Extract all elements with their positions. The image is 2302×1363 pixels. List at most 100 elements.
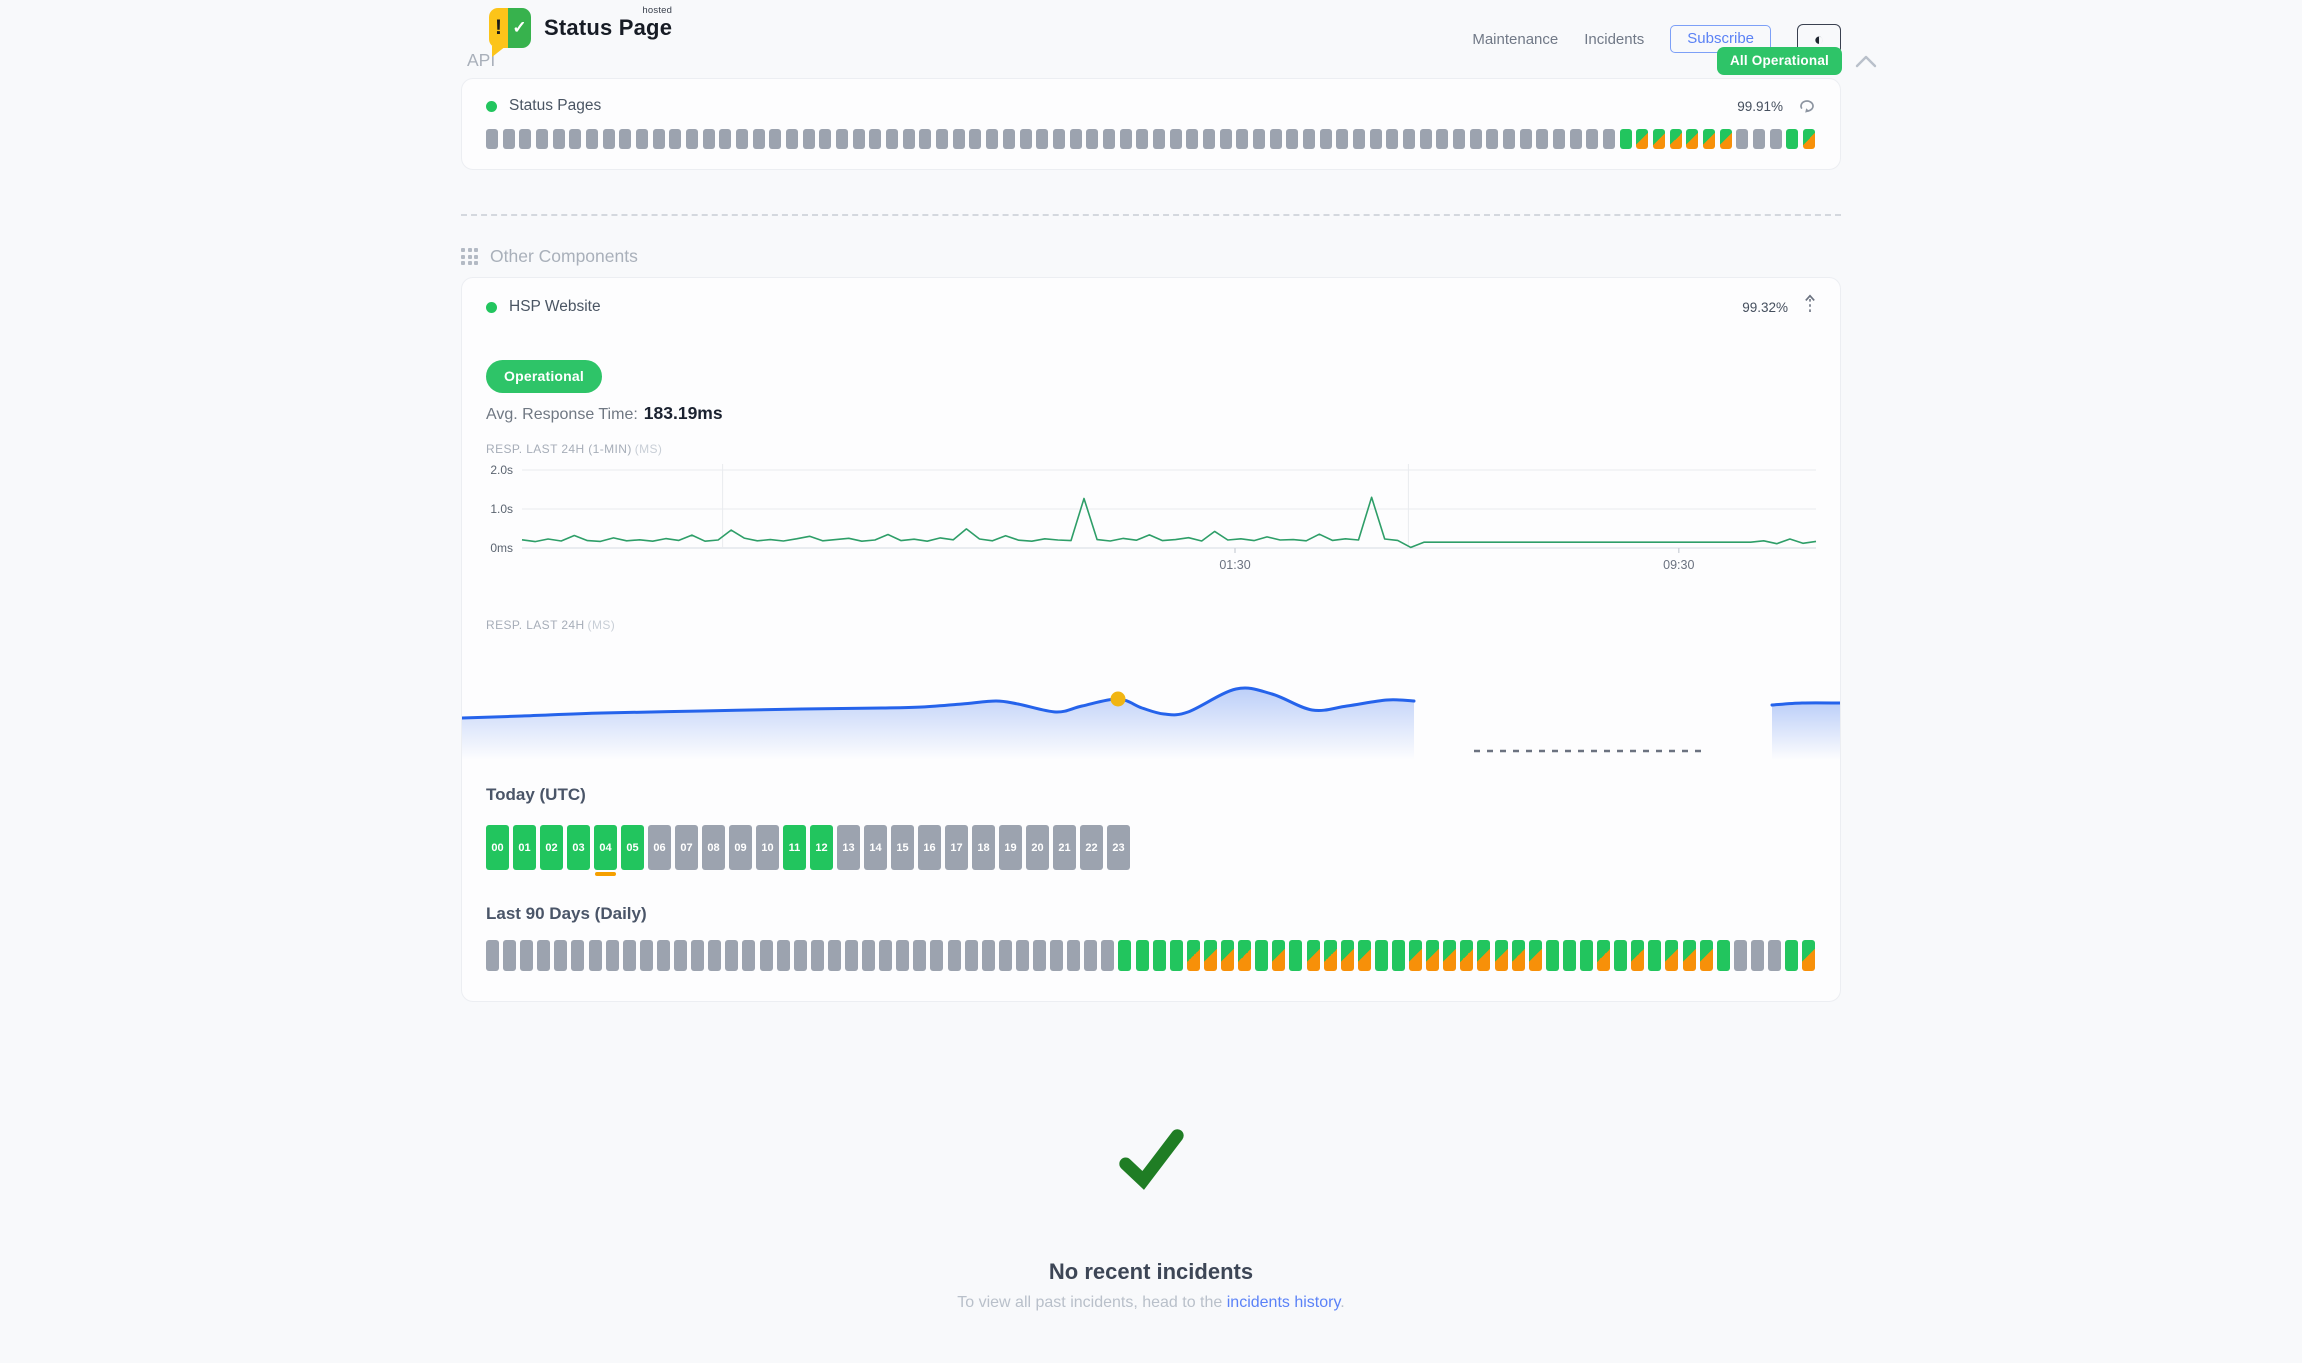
uptime-bar[interactable] bbox=[1502, 129, 1515, 149]
uptime-bar[interactable] bbox=[486, 940, 499, 971]
uptime-bar[interactable] bbox=[1536, 129, 1549, 149]
uptime-bar[interactable] bbox=[1152, 940, 1166, 971]
uptime-bar[interactable] bbox=[1665, 940, 1679, 971]
uptime-bar[interactable] bbox=[936, 129, 949, 149]
hour-block-18[interactable]: 18 bbox=[972, 825, 995, 870]
uptime-bar[interactable] bbox=[652, 129, 665, 149]
uptime-bar[interactable] bbox=[602, 129, 615, 149]
uptime-bar[interactable] bbox=[1152, 129, 1165, 149]
uptime-bar[interactable] bbox=[1203, 940, 1217, 971]
uptime-bar[interactable] bbox=[736, 129, 749, 149]
uptime-bar[interactable] bbox=[1736, 129, 1749, 149]
uptime-bar[interactable] bbox=[1419, 129, 1432, 149]
uptime-bar[interactable] bbox=[1252, 129, 1265, 149]
uptime-bar[interactable] bbox=[1519, 129, 1532, 149]
uptime-bar[interactable] bbox=[1436, 129, 1449, 149]
uptime-bar[interactable] bbox=[769, 129, 782, 149]
uptime-bar[interactable] bbox=[1452, 129, 1465, 149]
uptime-bar[interactable] bbox=[588, 940, 602, 971]
hour-block-06[interactable]: 06 bbox=[648, 825, 671, 870]
hour-block-10[interactable]: 10 bbox=[756, 825, 779, 870]
uptime-bar[interactable] bbox=[776, 940, 790, 971]
hour-block-23[interactable]: 23 bbox=[1107, 825, 1130, 870]
uptime-bar[interactable] bbox=[656, 940, 670, 971]
uptime-bar[interactable] bbox=[1460, 940, 1474, 971]
uptime-bar[interactable] bbox=[1101, 940, 1115, 971]
uptime-bar[interactable] bbox=[686, 129, 699, 149]
hour-block-12[interactable]: 12 bbox=[810, 825, 833, 870]
uptime-bar[interactable] bbox=[1374, 940, 1388, 971]
uptime-bar[interactable] bbox=[691, 940, 705, 971]
hour-block-17[interactable]: 17 bbox=[945, 825, 968, 870]
uptime-bar[interactable] bbox=[930, 940, 944, 971]
uptime-bar[interactable] bbox=[1391, 940, 1405, 971]
uptime-bar[interactable] bbox=[1286, 129, 1299, 149]
uptime-bar[interactable] bbox=[1219, 129, 1232, 149]
uptime-bar[interactable] bbox=[1586, 129, 1599, 149]
uptime-bar[interactable] bbox=[752, 129, 765, 149]
uptime-bar[interactable] bbox=[1716, 940, 1730, 971]
uptime-bar[interactable] bbox=[1682, 940, 1696, 971]
uptime-bar[interactable] bbox=[1802, 940, 1816, 971]
uptime-bar[interactable] bbox=[1306, 940, 1320, 971]
hour-block-08[interactable]: 08 bbox=[702, 825, 725, 870]
uptime-bar[interactable] bbox=[1221, 940, 1235, 971]
uptime-bar[interactable] bbox=[1119, 129, 1132, 149]
uptime-bar[interactable] bbox=[1768, 940, 1782, 971]
hour-block-09[interactable]: 09 bbox=[729, 825, 752, 870]
uptime-bar[interactable] bbox=[520, 940, 534, 971]
uptime-bar[interactable] bbox=[1477, 940, 1491, 971]
uptime-bar[interactable] bbox=[879, 940, 893, 971]
uptime-bar[interactable] bbox=[793, 940, 807, 971]
hour-block-03[interactable]: 03 bbox=[567, 825, 590, 870]
uptime-bar[interactable] bbox=[836, 129, 849, 149]
uptime-bar[interactable] bbox=[552, 129, 565, 149]
uptime-bar[interactable] bbox=[1686, 129, 1699, 149]
uptime-bar[interactable] bbox=[1323, 940, 1337, 971]
uptime-bar[interactable] bbox=[1302, 129, 1315, 149]
uptime-bar[interactable] bbox=[1426, 940, 1440, 971]
uptime-bar[interactable] bbox=[1255, 940, 1269, 971]
uptime-bar[interactable] bbox=[1648, 940, 1662, 971]
uptime-bar[interactable] bbox=[669, 129, 682, 149]
hour-block-13[interactable]: 13 bbox=[837, 825, 860, 870]
uptime-bar[interactable] bbox=[1357, 940, 1371, 971]
uptime-bar[interactable] bbox=[502, 129, 515, 149]
uptime-bar[interactable] bbox=[674, 940, 688, 971]
uptime-bar[interactable] bbox=[1653, 129, 1666, 149]
uptime-bar[interactable] bbox=[786, 129, 799, 149]
uptime-bar[interactable] bbox=[1352, 129, 1365, 149]
uptime-bar[interactable] bbox=[902, 129, 915, 149]
uptime-bar[interactable] bbox=[1186, 940, 1200, 971]
uptime-bar[interactable] bbox=[1069, 129, 1082, 149]
uptime-bar[interactable] bbox=[1719, 129, 1732, 149]
hour-block-01[interactable]: 01 bbox=[513, 825, 536, 870]
uptime-bar[interactable] bbox=[1319, 129, 1332, 149]
uptime-bar[interactable] bbox=[1631, 940, 1645, 971]
uptime-bar[interactable] bbox=[636, 129, 649, 149]
uptime-bar[interactable] bbox=[1036, 129, 1049, 149]
uptime-bar[interactable] bbox=[1272, 940, 1286, 971]
hour-block-05[interactable]: 05 bbox=[621, 825, 644, 870]
uptime-bar[interactable] bbox=[605, 940, 619, 971]
uptime-bar[interactable] bbox=[810, 940, 824, 971]
uptime-bar[interactable] bbox=[1118, 940, 1132, 971]
uptime-bar[interactable] bbox=[1699, 940, 1713, 971]
hour-block-14[interactable]: 14 bbox=[864, 825, 887, 870]
hour-block-20[interactable]: 20 bbox=[1026, 825, 1049, 870]
uptime-bar[interactable] bbox=[844, 940, 858, 971]
hour-block-02[interactable]: 02 bbox=[540, 825, 563, 870]
incidents-history-link[interactable]: incidents history bbox=[1226, 1294, 1341, 1311]
refresh-icon[interactable] bbox=[1799, 99, 1816, 114]
uptime-bar[interactable] bbox=[1019, 129, 1032, 149]
uptime-bar[interactable] bbox=[619, 129, 632, 149]
uptime-bar[interactable] bbox=[569, 129, 582, 149]
uptime-bar[interactable] bbox=[1785, 940, 1799, 971]
uptime-bar[interactable] bbox=[819, 129, 832, 149]
hour-block-04[interactable]: 04 bbox=[594, 825, 617, 876]
hour-block-15[interactable]: 15 bbox=[891, 825, 914, 870]
uptime-bar[interactable] bbox=[742, 940, 756, 971]
uptime-bar[interactable] bbox=[554, 940, 568, 971]
hour-block-19[interactable]: 19 bbox=[999, 825, 1022, 870]
uptime-bar[interactable] bbox=[1750, 940, 1764, 971]
